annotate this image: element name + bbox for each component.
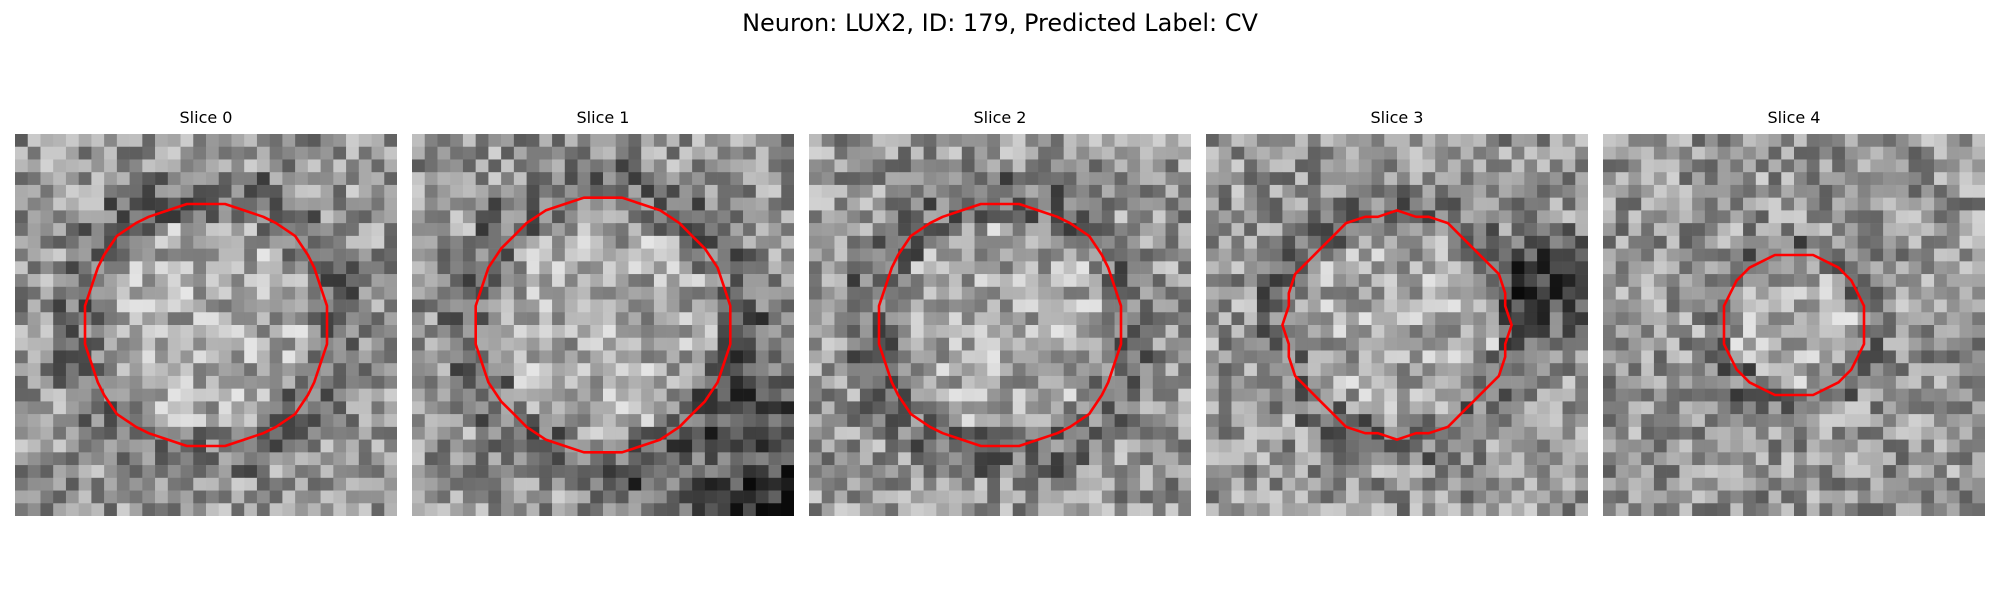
contour-outline: [1722, 253, 1866, 397]
slice-image-0: [15, 134, 397, 516]
slice-title-0: Slice 0: [179, 108, 233, 127]
slice-image-4: [1603, 134, 1985, 516]
contour-outline: [83, 202, 329, 448]
slice-title-3: Slice 3: [1370, 108, 1424, 127]
slice-panel-1: Slice 1: [412, 108, 794, 516]
slice-title-2: Slice 2: [973, 108, 1027, 127]
slice-image-3: [1206, 134, 1588, 516]
slice-panel-4: Slice 4: [1603, 108, 1985, 516]
contour-outline: [474, 196, 732, 454]
slice-image-1: [412, 134, 794, 516]
contour-outline: [1281, 209, 1513, 441]
contour-outline: [877, 202, 1123, 448]
slice-title-4: Slice 4: [1767, 108, 1821, 127]
figure-title: Neuron: LUX2, ID: 179, Predicted Label: …: [742, 9, 1258, 37]
slice-panel-0: Slice 0: [15, 108, 397, 516]
slice-panel-3: Slice 3: [1206, 108, 1588, 516]
slice-image-2: [809, 134, 1191, 516]
slice-title-1: Slice 1: [576, 108, 630, 127]
slice-panel-2: Slice 2: [809, 108, 1191, 516]
